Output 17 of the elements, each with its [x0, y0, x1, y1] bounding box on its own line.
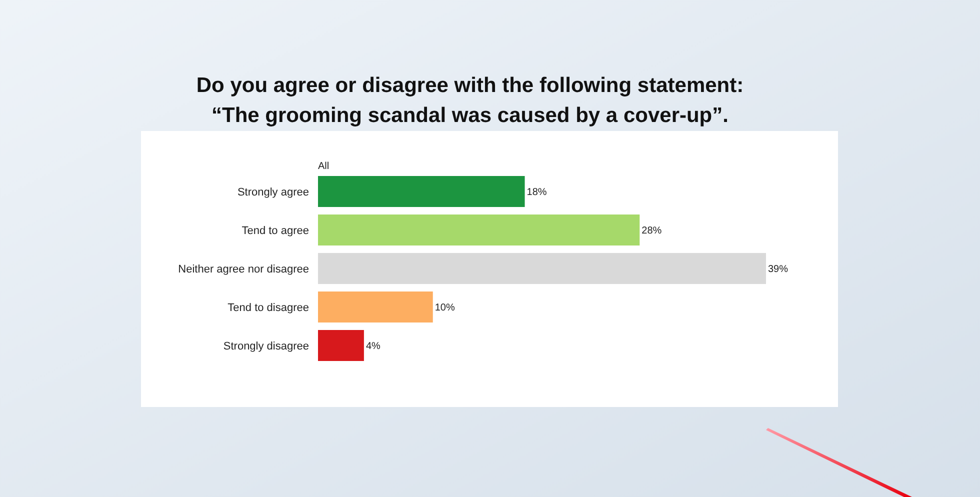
chart-title: Do you agree or disagree with the following statement: “The grooming scandal was caused by a cover-up”.	[196, 74, 744, 127]
bar	[318, 176, 525, 207]
y-tick-label: Tend to disagree	[228, 302, 309, 314]
series-label: All	[318, 161, 330, 172]
y-tick-label: Tend to agree	[242, 224, 309, 237]
y-tick-label: Neither agree nor disagree	[178, 263, 309, 276]
data-label: 4%	[366, 341, 381, 352]
data-label: 18%	[526, 187, 547, 198]
y-tick-label: Strongly disagree	[223, 340, 309, 352]
bar	[318, 330, 364, 361]
bar	[318, 292, 433, 322]
bar	[318, 253, 766, 284]
data-label: 39%	[768, 264, 788, 275]
data-label: 28%	[642, 226, 662, 236]
data-label: 10%	[434, 302, 455, 314]
y-tick-label: Strongly agree	[237, 186, 309, 198]
bar	[318, 214, 640, 246]
